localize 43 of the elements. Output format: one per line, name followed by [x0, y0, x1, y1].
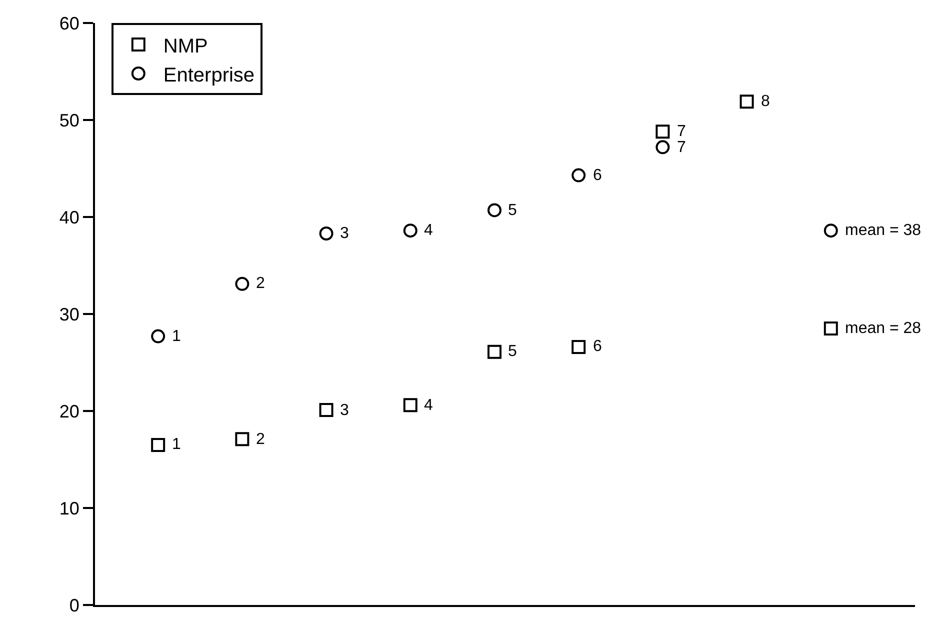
y-tick-label: 50 — [59, 110, 80, 130]
y-tick-label: 0 — [69, 595, 80, 616]
annotation: 5 — [508, 343, 517, 360]
annotation: 1 — [172, 328, 181, 345]
point — [151, 438, 166, 452]
annotation: 2 — [256, 431, 265, 448]
point — [824, 322, 838, 336]
annotation: 3 — [340, 402, 349, 419]
annotation: 1 — [172, 436, 181, 453]
annotation: 3 — [340, 225, 349, 242]
point — [151, 329, 166, 344]
annotation: mean = 28 — [845, 320, 922, 337]
point — [235, 276, 250, 291]
point — [487, 344, 502, 359]
annotation: 6 — [593, 338, 602, 355]
y-tick-label: 40 — [59, 207, 80, 228]
point — [656, 124, 670, 139]
annotation: mean = 38 — [845, 222, 922, 239]
point — [572, 340, 586, 354]
annotation: 7 — [677, 123, 686, 140]
point — [235, 432, 250, 446]
y-tick-label: 30 — [59, 304, 80, 324]
y-tick-label: 60 — [59, 13, 80, 34]
point — [319, 226, 334, 240]
point — [824, 224, 838, 238]
legend-label: Enterprise — [163, 64, 255, 86]
point — [319, 403, 334, 418]
point — [403, 224, 418, 238]
annotation: 6 — [593, 167, 602, 184]
y-tick-label: 10 — [59, 498, 80, 518]
annotation: 5 — [508, 202, 517, 219]
legend-label: NMP — [163, 35, 208, 58]
point — [403, 398, 418, 412]
annotation: 4 — [424, 222, 433, 239]
point — [656, 140, 670, 154]
annotation: 2 — [256, 275, 265, 292]
annotation: 7 — [677, 139, 686, 156]
annotation: 8 — [761, 93, 770, 110]
point — [740, 94, 754, 109]
y-tick-label: 20 — [59, 401, 80, 422]
point — [487, 203, 502, 218]
annotation: 4 — [424, 397, 433, 414]
point — [572, 168, 586, 182]
